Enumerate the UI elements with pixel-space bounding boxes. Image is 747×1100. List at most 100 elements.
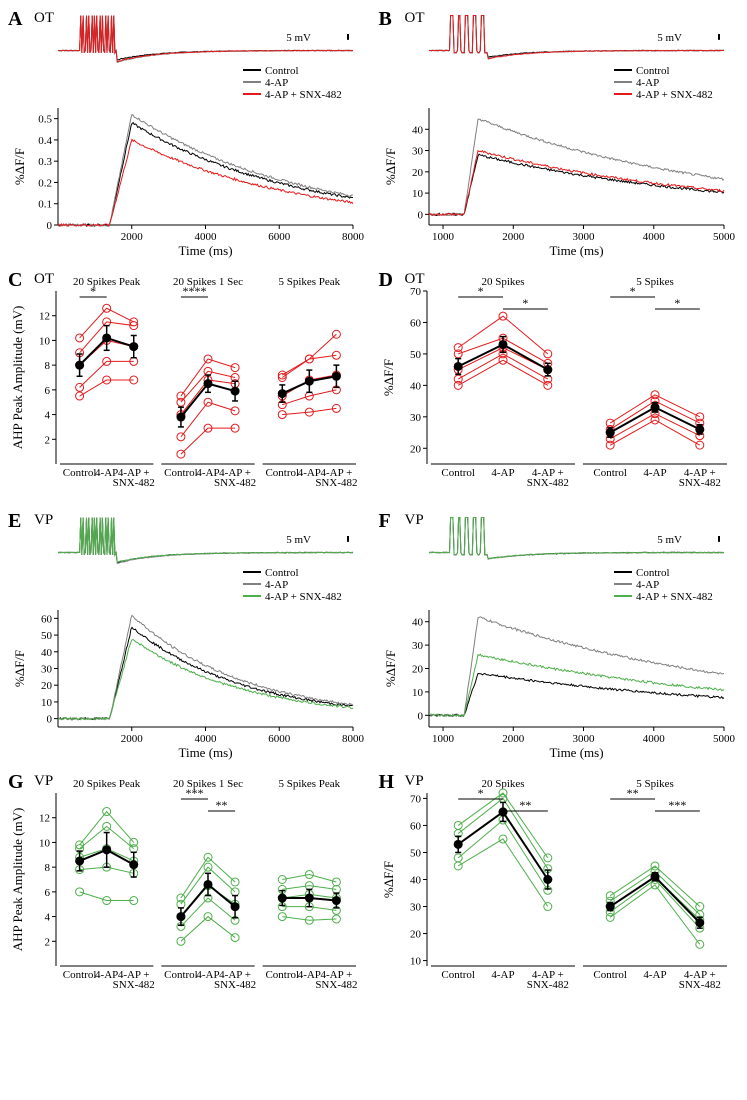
svg-text:****: **** — [182, 284, 206, 298]
svg-text:5 mV: 5 mV — [286, 534, 311, 546]
svg-text:Time (ms): Time (ms) — [549, 243, 603, 258]
svg-text:4-AP: 4-AP — [636, 77, 659, 89]
svg-text:70: 70 — [410, 793, 422, 805]
svg-text:50: 50 — [410, 847, 422, 859]
svg-text:5 Spikes: 5 Spikes — [636, 276, 674, 288]
panel-A-svg: 5 mVControl4-AP4-AP + SNX-48200.10.20.30… — [8, 8, 368, 263]
svg-text:60: 60 — [410, 820, 422, 832]
panel-D: D OT 203040506070%ΔF/F20 SpikesControl4-… — [379, 269, 740, 504]
svg-text:SNX-482: SNX-482 — [214, 979, 256, 991]
svg-text:2000: 2000 — [121, 231, 144, 243]
panel-H: H VP 10203040506070%ΔF/F20 SpikesControl… — [379, 771, 740, 1006]
svg-text:4: 4 — [45, 912, 51, 924]
svg-text:0.5: 0.5 — [38, 114, 52, 126]
svg-text:**: ** — [626, 786, 638, 800]
svg-text:5 mV: 5 mV — [657, 534, 682, 546]
svg-text:AHP Peak Amplitude (mV): AHP Peak Amplitude (mV) — [10, 808, 25, 952]
svg-text:40: 40 — [41, 647, 53, 659]
svg-text:40: 40 — [412, 124, 424, 136]
svg-text:20 Spikes Peak: 20 Spikes Peak — [73, 276, 141, 288]
svg-text:30: 30 — [412, 640, 424, 652]
panel-A-subtype: OT — [34, 10, 54, 27]
svg-text:Control: Control — [441, 467, 475, 479]
panel-G-subtype: VP — [34, 773, 53, 790]
svg-text:%ΔF/F: %ΔF/F — [381, 861, 396, 898]
svg-text:10: 10 — [41, 697, 53, 709]
panel-H-svg: 10203040506070%ΔF/F20 SpikesControl4-AP4… — [379, 771, 739, 1006]
svg-text:Time (ms): Time (ms) — [178, 745, 232, 760]
svg-text:Control: Control — [164, 467, 198, 479]
svg-text:20: 20 — [410, 929, 422, 941]
svg-text:Time (ms): Time (ms) — [178, 243, 232, 258]
svg-text:Control: Control — [265, 567, 299, 579]
svg-text:SNX-482: SNX-482 — [526, 477, 568, 489]
panel-B-label: B — [379, 8, 392, 31]
svg-text:4-AP + SNX-482: 4-AP + SNX-482 — [636, 89, 713, 101]
svg-text:30: 30 — [412, 146, 424, 158]
svg-text:20 Spikes: 20 Spikes — [481, 778, 524, 790]
panel-F: F VP 5 mVControl4-AP4-AP + SNX-482010203… — [379, 510, 740, 765]
svg-text:40: 40 — [412, 617, 424, 629]
svg-text:%ΔF/F: %ΔF/F — [12, 650, 27, 687]
svg-text:4-AP: 4-AP — [643, 969, 666, 981]
panel-H-label: H — [379, 771, 395, 794]
svg-text:4-AP: 4-AP — [636, 579, 659, 591]
svg-text:4-AP: 4-AP — [643, 467, 666, 479]
svg-text:2: 2 — [45, 434, 51, 446]
svg-text:SNX-482: SNX-482 — [214, 477, 256, 489]
panel-G: G VP 24681012AHP Peak Amplitude (mV)20 S… — [8, 771, 369, 1006]
svg-text:60: 60 — [41, 613, 53, 625]
panel-H-subtype: VP — [405, 773, 424, 790]
panel-B-subtype: OT — [405, 10, 425, 27]
panel-E-subtype: VP — [34, 512, 53, 529]
panel-D-label: D — [379, 269, 393, 292]
svg-text:5 Spikes: 5 Spikes — [636, 778, 674, 790]
svg-text:0: 0 — [47, 714, 53, 726]
svg-text:SNX-482: SNX-482 — [315, 477, 357, 489]
svg-text:Control: Control — [636, 567, 670, 579]
svg-text:Control: Control — [63, 969, 97, 981]
svg-text:10: 10 — [412, 188, 424, 200]
panel-C: C OT 24681012AHP Peak Amplitude (mV)20 S… — [8, 269, 369, 504]
svg-text:6: 6 — [45, 887, 51, 899]
svg-text:4-AP + SNX-482: 4-AP + SNX-482 — [265, 591, 342, 603]
svg-text:10: 10 — [39, 837, 51, 849]
svg-text:5 Spikes Peak: 5 Spikes Peak — [278, 778, 340, 790]
svg-text:Control: Control — [441, 969, 475, 981]
svg-text:*: * — [674, 296, 680, 310]
svg-text:*: * — [629, 284, 635, 298]
svg-text:SNX-482: SNX-482 — [526, 979, 568, 991]
panel-C-subtype: OT — [34, 271, 54, 288]
panel-C-svg: 24681012AHP Peak Amplitude (mV)20 Spikes… — [8, 269, 368, 504]
svg-text:Control: Control — [265, 65, 299, 77]
svg-text:12: 12 — [39, 311, 50, 323]
svg-text:Control: Control — [636, 65, 670, 77]
panel-E-label: E — [8, 510, 21, 533]
svg-text:2: 2 — [45, 936, 51, 948]
svg-text:SNX-482: SNX-482 — [113, 477, 155, 489]
svg-text:**: ** — [216, 798, 228, 812]
panel-C-label: C — [8, 269, 22, 292]
svg-text:1000: 1000 — [432, 733, 455, 745]
svg-text:***: *** — [185, 786, 203, 800]
svg-text:5000: 5000 — [713, 231, 736, 243]
svg-text:Control: Control — [593, 467, 627, 479]
svg-text:4000: 4000 — [642, 231, 665, 243]
svg-text:0.4: 0.4 — [38, 135, 52, 147]
svg-text:40: 40 — [410, 380, 422, 392]
panel-E: E VP 5 mVControl4-AP4-AP + SNX-482010203… — [8, 510, 369, 765]
svg-text:1000: 1000 — [432, 231, 455, 243]
svg-text:4-AP: 4-AP — [265, 579, 288, 591]
svg-text:12: 12 — [39, 813, 50, 825]
svg-text:0: 0 — [417, 710, 423, 722]
svg-text:4-AP: 4-AP — [491, 467, 514, 479]
svg-text:Control: Control — [265, 467, 299, 479]
svg-text:6: 6 — [45, 385, 51, 397]
svg-text:10: 10 — [410, 956, 422, 968]
svg-text:4000: 4000 — [195, 231, 218, 243]
svg-text:2000: 2000 — [121, 733, 144, 745]
svg-text:50: 50 — [41, 630, 53, 642]
svg-text:Control: Control — [265, 969, 299, 981]
svg-text:20 Spikes: 20 Spikes — [481, 276, 524, 288]
panel-F-svg: 5 mVControl4-AP4-AP + SNX-48201020304010… — [379, 510, 739, 765]
